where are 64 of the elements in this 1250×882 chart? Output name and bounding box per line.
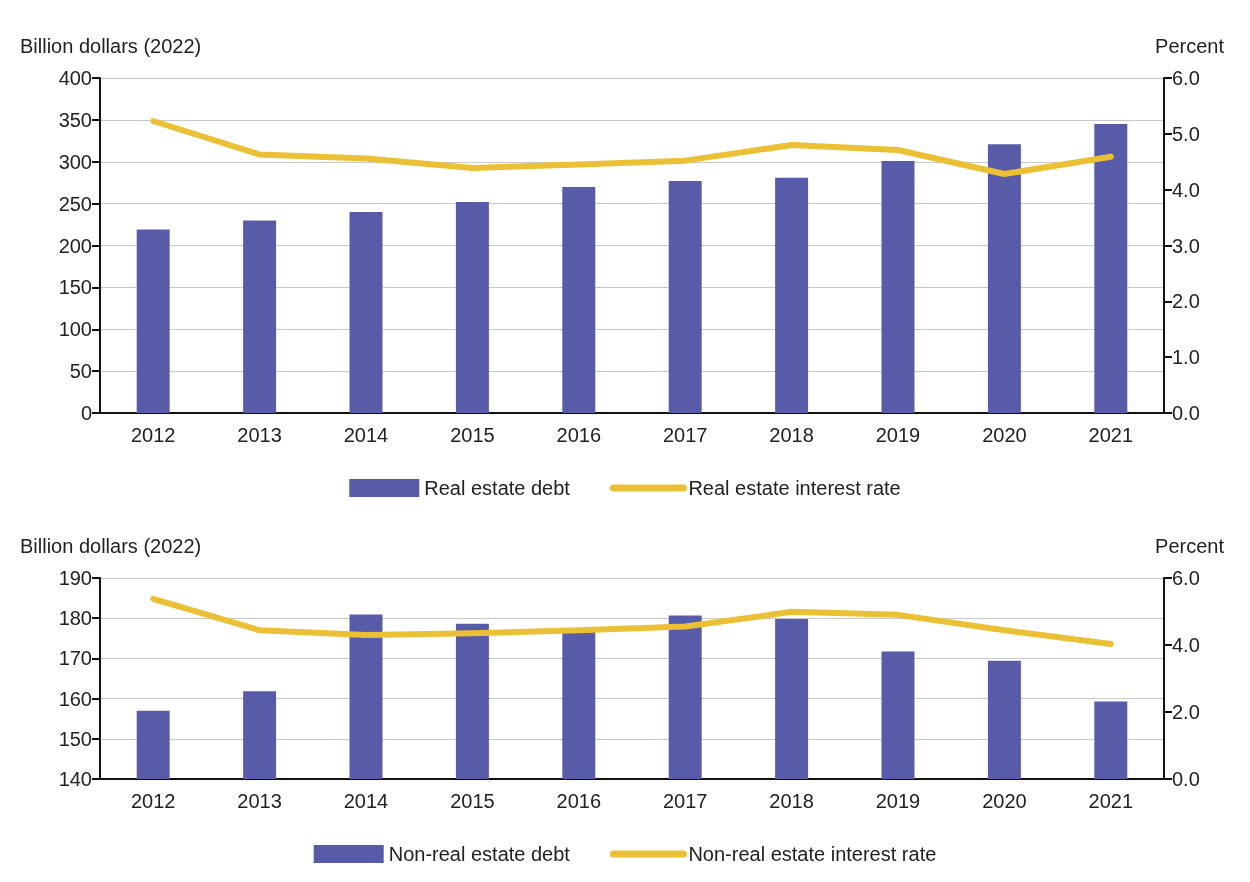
bar (243, 220, 277, 413)
y-tick-label: 140 (58, 768, 92, 790)
x-tick-label: 2019 (875, 790, 921, 812)
y-tick-label: 160 (58, 687, 92, 710)
bar (881, 160, 915, 413)
y-tick-label: 200 (58, 234, 92, 257)
y2-tick-label: 0.0 (1172, 402, 1200, 424)
x-tick-label: 2016 (556, 424, 602, 446)
bar (136, 229, 170, 413)
legend-label: Non-real estate interest rate (688, 843, 937, 865)
y2-axis-title: Percent (1155, 535, 1225, 557)
x-tick-label: 2018 (769, 790, 814, 812)
bar (987, 144, 1021, 413)
y2-tick-label: 4.0 (1172, 634, 1200, 656)
y-tick-label: 150 (58, 727, 92, 750)
y-tick-label: 190 (58, 567, 92, 589)
y-tick-label: 170 (58, 647, 92, 670)
y2-axis-title: Percent (1155, 35, 1225, 57)
y-tick-label: 50 (69, 360, 92, 383)
y-tick-label: 250 (58, 192, 92, 215)
x-tick-label: 2013 (237, 424, 282, 446)
legend-label: Real estate debt (424, 477, 571, 499)
x-tick-label: 2014 (343, 790, 389, 812)
y-tick-label: 350 (58, 108, 92, 131)
x-tick-label: 2013 (237, 790, 282, 812)
bar (775, 177, 809, 413)
x-tick-label: 2014 (343, 424, 389, 446)
x-tick-label: 2015 (450, 790, 495, 812)
y-axis-title: Billion dollars (2022) (20, 535, 202, 557)
bar (455, 201, 489, 413)
x-tick-label: 2020 (982, 790, 1027, 812)
y-tick-label: 150 (58, 276, 92, 299)
x-tick-label: 2012 (130, 790, 176, 812)
x-tick-label: 2016 (556, 790, 602, 812)
x-tick-label: 2012 (130, 424, 176, 446)
y2-tick-label: 3.0 (1172, 234, 1200, 257)
x-tick-label: 2021 (1088, 790, 1134, 812)
x-tick-label: 2020 (982, 424, 1027, 446)
x-tick-label: 2017 (662, 424, 708, 446)
y2-tick-label: 4.0 (1172, 178, 1200, 201)
x-tick-label: 2019 (875, 424, 921, 446)
y2-tick-label: 6.0 (1172, 567, 1200, 589)
y2-tick-label: 0.0 (1172, 768, 1200, 790)
y-axis-title: Billion dollars (2022) (20, 35, 202, 57)
y2-tick-label: 6.0 (1172, 67, 1200, 89)
y-tick-label: 180 (58, 607, 92, 630)
y-tick-label: 400 (58, 67, 92, 89)
y2-tick-label: 2.0 (1172, 701, 1200, 723)
y2-tick-label: 2.0 (1172, 290, 1200, 313)
bar (562, 186, 596, 413)
legend-label: Real estate interest rate (688, 477, 901, 499)
x-tick-label: 2015 (450, 424, 495, 446)
y-tick-label: 300 (58, 150, 92, 173)
y-tick-label: 0 (80, 402, 92, 424)
y-tick-label: 100 (58, 318, 92, 341)
bar (668, 181, 702, 413)
y2-tick-label: 1.0 (1172, 346, 1200, 369)
y2-tick-label: 5.0 (1172, 122, 1200, 145)
x-tick-label: 2018 (769, 424, 814, 446)
legend-label: Non-real estate debt (388, 843, 571, 865)
x-tick-label: 2021 (1088, 424, 1134, 446)
x-tick-label: 2017 (662, 790, 708, 812)
bar (349, 212, 383, 413)
bar (1094, 124, 1128, 413)
